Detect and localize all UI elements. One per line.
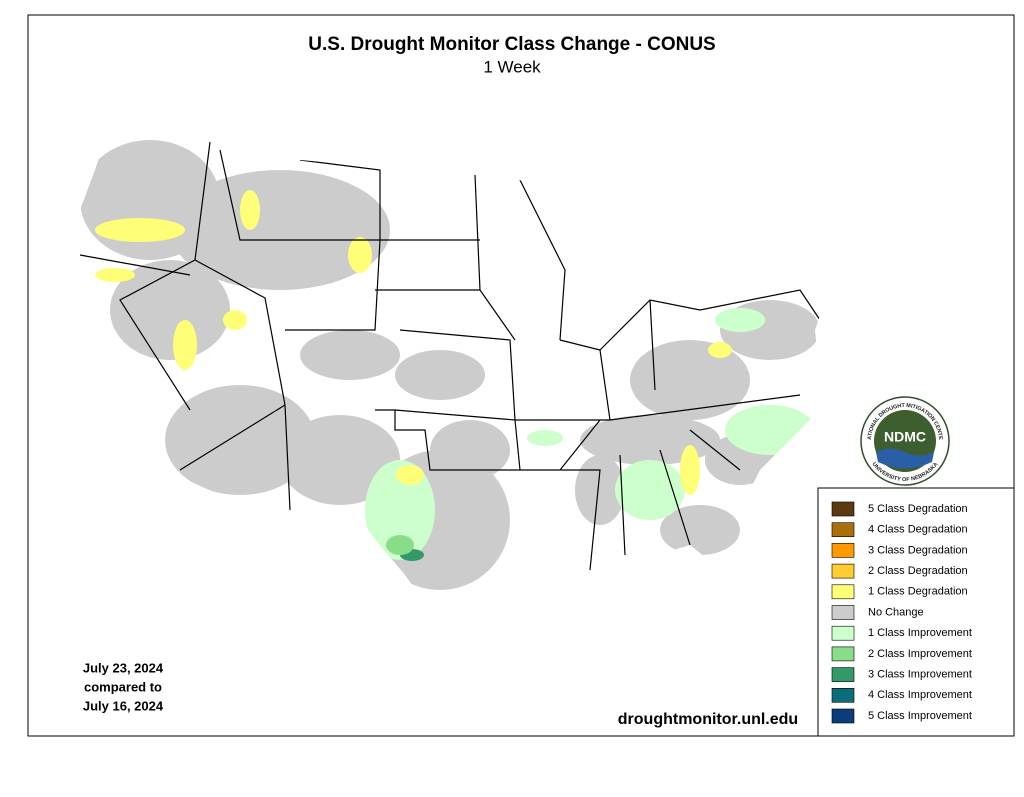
date-line: compared to xyxy=(84,679,162,694)
legend-label: 3 Class Improvement xyxy=(868,669,972,681)
change-areas xyxy=(80,140,820,590)
logo-water xyxy=(876,448,934,469)
legend-label: 5 Class Degradation xyxy=(868,503,968,515)
title: U.S. Drought Monitor Class Change - CONU… xyxy=(308,34,715,55)
legend-swatch xyxy=(831,522,855,538)
legend-label: 4 Class Improvement xyxy=(868,689,972,701)
legend-swatch xyxy=(831,563,855,579)
source-url: droughtmonitor.unl.edu xyxy=(618,711,798,728)
legend-swatch xyxy=(831,667,855,682)
legend-label: 5 Class Improvement xyxy=(868,710,972,722)
legend-label: 3 Class Degradation xyxy=(868,544,968,556)
legend-swatch xyxy=(831,646,855,662)
state-lines xyxy=(79,141,821,571)
date-line: July 23, 2024 xyxy=(83,660,164,675)
legend-label: 2 Class Degradation xyxy=(868,565,968,577)
legend-swatch xyxy=(831,687,855,703)
date-note: July 23, 2024 compared to July 16, 2024 xyxy=(83,660,164,713)
date-line: July 16, 2024 xyxy=(83,698,164,713)
legend-label: 1 Class Degradation xyxy=(868,586,968,598)
subtitle: 1 Week xyxy=(483,57,541,76)
legend-swatch xyxy=(831,501,855,517)
legend-label: 1 Class Improvement xyxy=(868,627,972,639)
legend-swatch xyxy=(831,584,855,600)
legend-label: 2 Class Improvement xyxy=(868,648,972,660)
legend: 5 Class Degradation 4 Class Degradation 3 … xyxy=(817,487,1015,737)
legend-swatch xyxy=(831,708,855,724)
logo-text: NDMC xyxy=(884,429,926,445)
legend-swatch xyxy=(831,605,855,620)
us-map xyxy=(65,128,895,645)
legend-swatch xyxy=(831,543,855,558)
legend-swatch xyxy=(831,625,855,641)
legend-label: 4 Class Degradation xyxy=(868,524,968,536)
legend-label: No Change xyxy=(868,606,924,618)
